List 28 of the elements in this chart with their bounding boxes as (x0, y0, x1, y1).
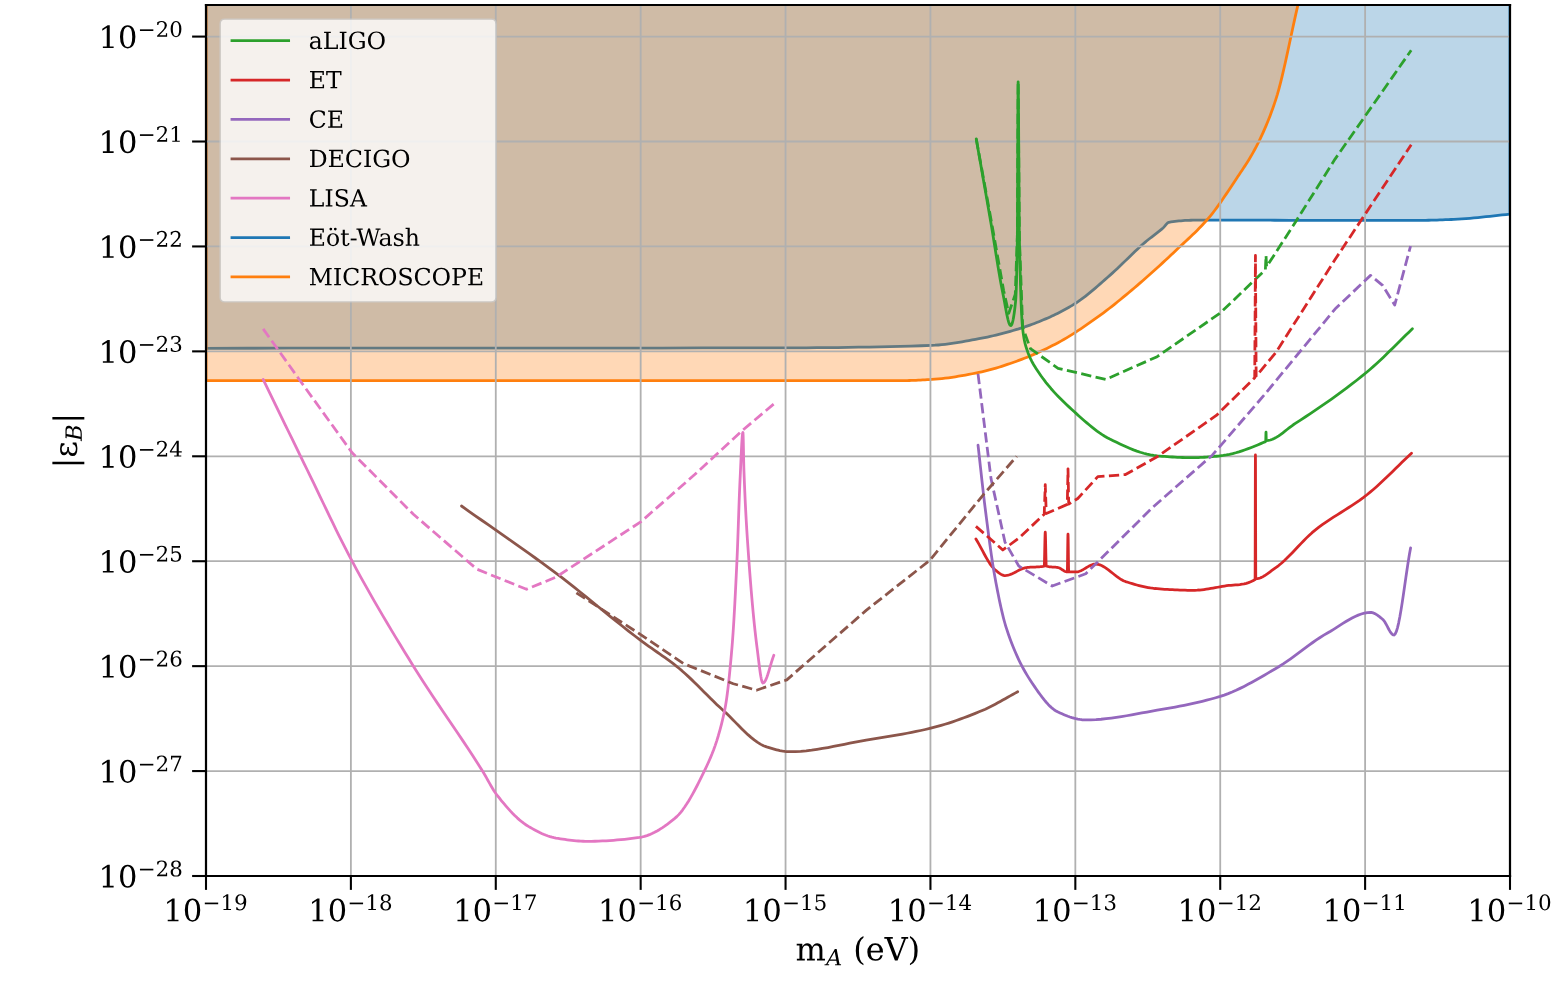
legend-label: ET (310, 71, 342, 89)
y-tick-label: 10$^{−27}$ (102, 755, 182, 783)
y-tick-label: 10$^{−23}$ (102, 335, 182, 364)
y-tick-label: 10$^{−28}$ (102, 860, 182, 888)
x-tick-label: 10$^{−17}$ (456, 894, 536, 922)
legend-label: MICROSCOPE (309, 267, 483, 286)
legend-label: Eöt-Wash (310, 227, 420, 247)
x-axis-title: m$_{A}$ (eV) (796, 936, 918, 966)
x-tick-label: 10$^{−10}$ (1471, 894, 1551, 922)
x-tick-label: 10$^{−14}$ (891, 894, 972, 922)
legend-label: LISA (310, 188, 368, 207)
legend-label: DECIGO (310, 149, 410, 168)
legend-label: aLIGO (309, 31, 385, 50)
x-tick-label: 10$^{−13}$ (1036, 894, 1116, 922)
x-tick-label: 10$^{−11}$ (1326, 894, 1404, 922)
x-tick-label: 10$^{−15}$ (746, 894, 826, 922)
y-tick-label: 10$^{−26}$ (102, 650, 182, 678)
x-tick-label: 10$^{−12}$ (1181, 894, 1260, 922)
x-tick-label: 10$^{−16}$ (601, 894, 681, 922)
x-tick-label: 10$^{−18}$ (311, 894, 392, 922)
y-axis-title: |ε$_{B}$| (52, 416, 85, 465)
y-tick-label: 10$^{−24}$ (102, 440, 182, 469)
y-tick-label: 10$^{−21}$ (102, 125, 180, 154)
y-tick-label: 10$^{−20}$ (102, 21, 182, 49)
y-tick-label: 10$^{−22}$ (102, 230, 181, 259)
legend-label: CE (310, 110, 343, 129)
x-tick-label: 10$^{−19}$ (167, 894, 247, 922)
y-tick-label: 10$^{−25}$ (102, 545, 182, 574)
